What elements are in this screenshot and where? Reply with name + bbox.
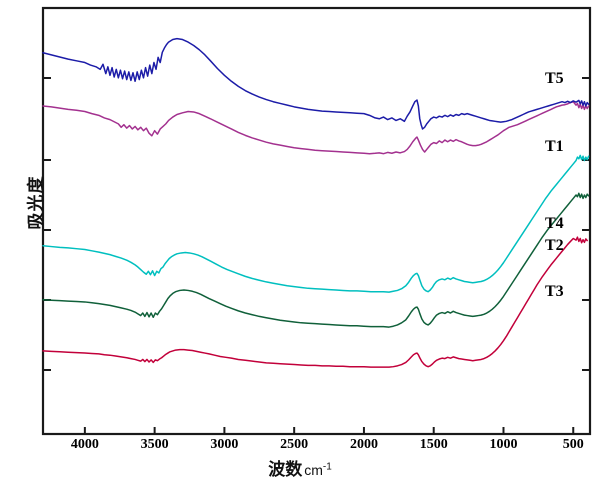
curve-T3 bbox=[42, 236, 588, 368]
spectra-curves bbox=[42, 37, 590, 368]
x-tick-label-2000: 2000 bbox=[349, 437, 378, 452]
x-tick-label-1500: 1500 bbox=[419, 437, 448, 452]
x-axis-label: 波数 cm-1 bbox=[0, 455, 600, 480]
series-label-T4: T4 bbox=[545, 215, 564, 232]
x-axis-unit: cm-1 bbox=[304, 461, 332, 478]
x-tick-label-500: 500 bbox=[562, 437, 584, 452]
series-label-T1: T1 bbox=[545, 138, 564, 155]
x-tick-label-1000: 1000 bbox=[489, 437, 518, 452]
curve-T1 bbox=[42, 37, 590, 130]
x-tick-label-3500: 3500 bbox=[140, 437, 169, 452]
axis-ticks bbox=[43, 77, 590, 434]
x-axis-label-text: 波数 bbox=[268, 460, 303, 480]
series-label-T3: T3 bbox=[545, 283, 564, 300]
x-axis-unit-exponent: -1 bbox=[322, 461, 332, 473]
curve-T2 bbox=[42, 192, 590, 328]
curve-T4 bbox=[42, 154, 590, 293]
plot-border bbox=[41, 6, 592, 436]
x-tick-label-3000: 3000 bbox=[210, 437, 239, 452]
curve-T5 bbox=[42, 100, 590, 155]
series-label-T2: T2 bbox=[545, 237, 564, 254]
x-tick-label-4000: 4000 bbox=[70, 437, 99, 452]
plot-frame bbox=[41, 6, 592, 436]
series-label-T5: T5 bbox=[545, 70, 564, 87]
y-axis-label: 吸光度 bbox=[26, 175, 47, 230]
x-tick-label-2500: 2500 bbox=[280, 437, 309, 452]
